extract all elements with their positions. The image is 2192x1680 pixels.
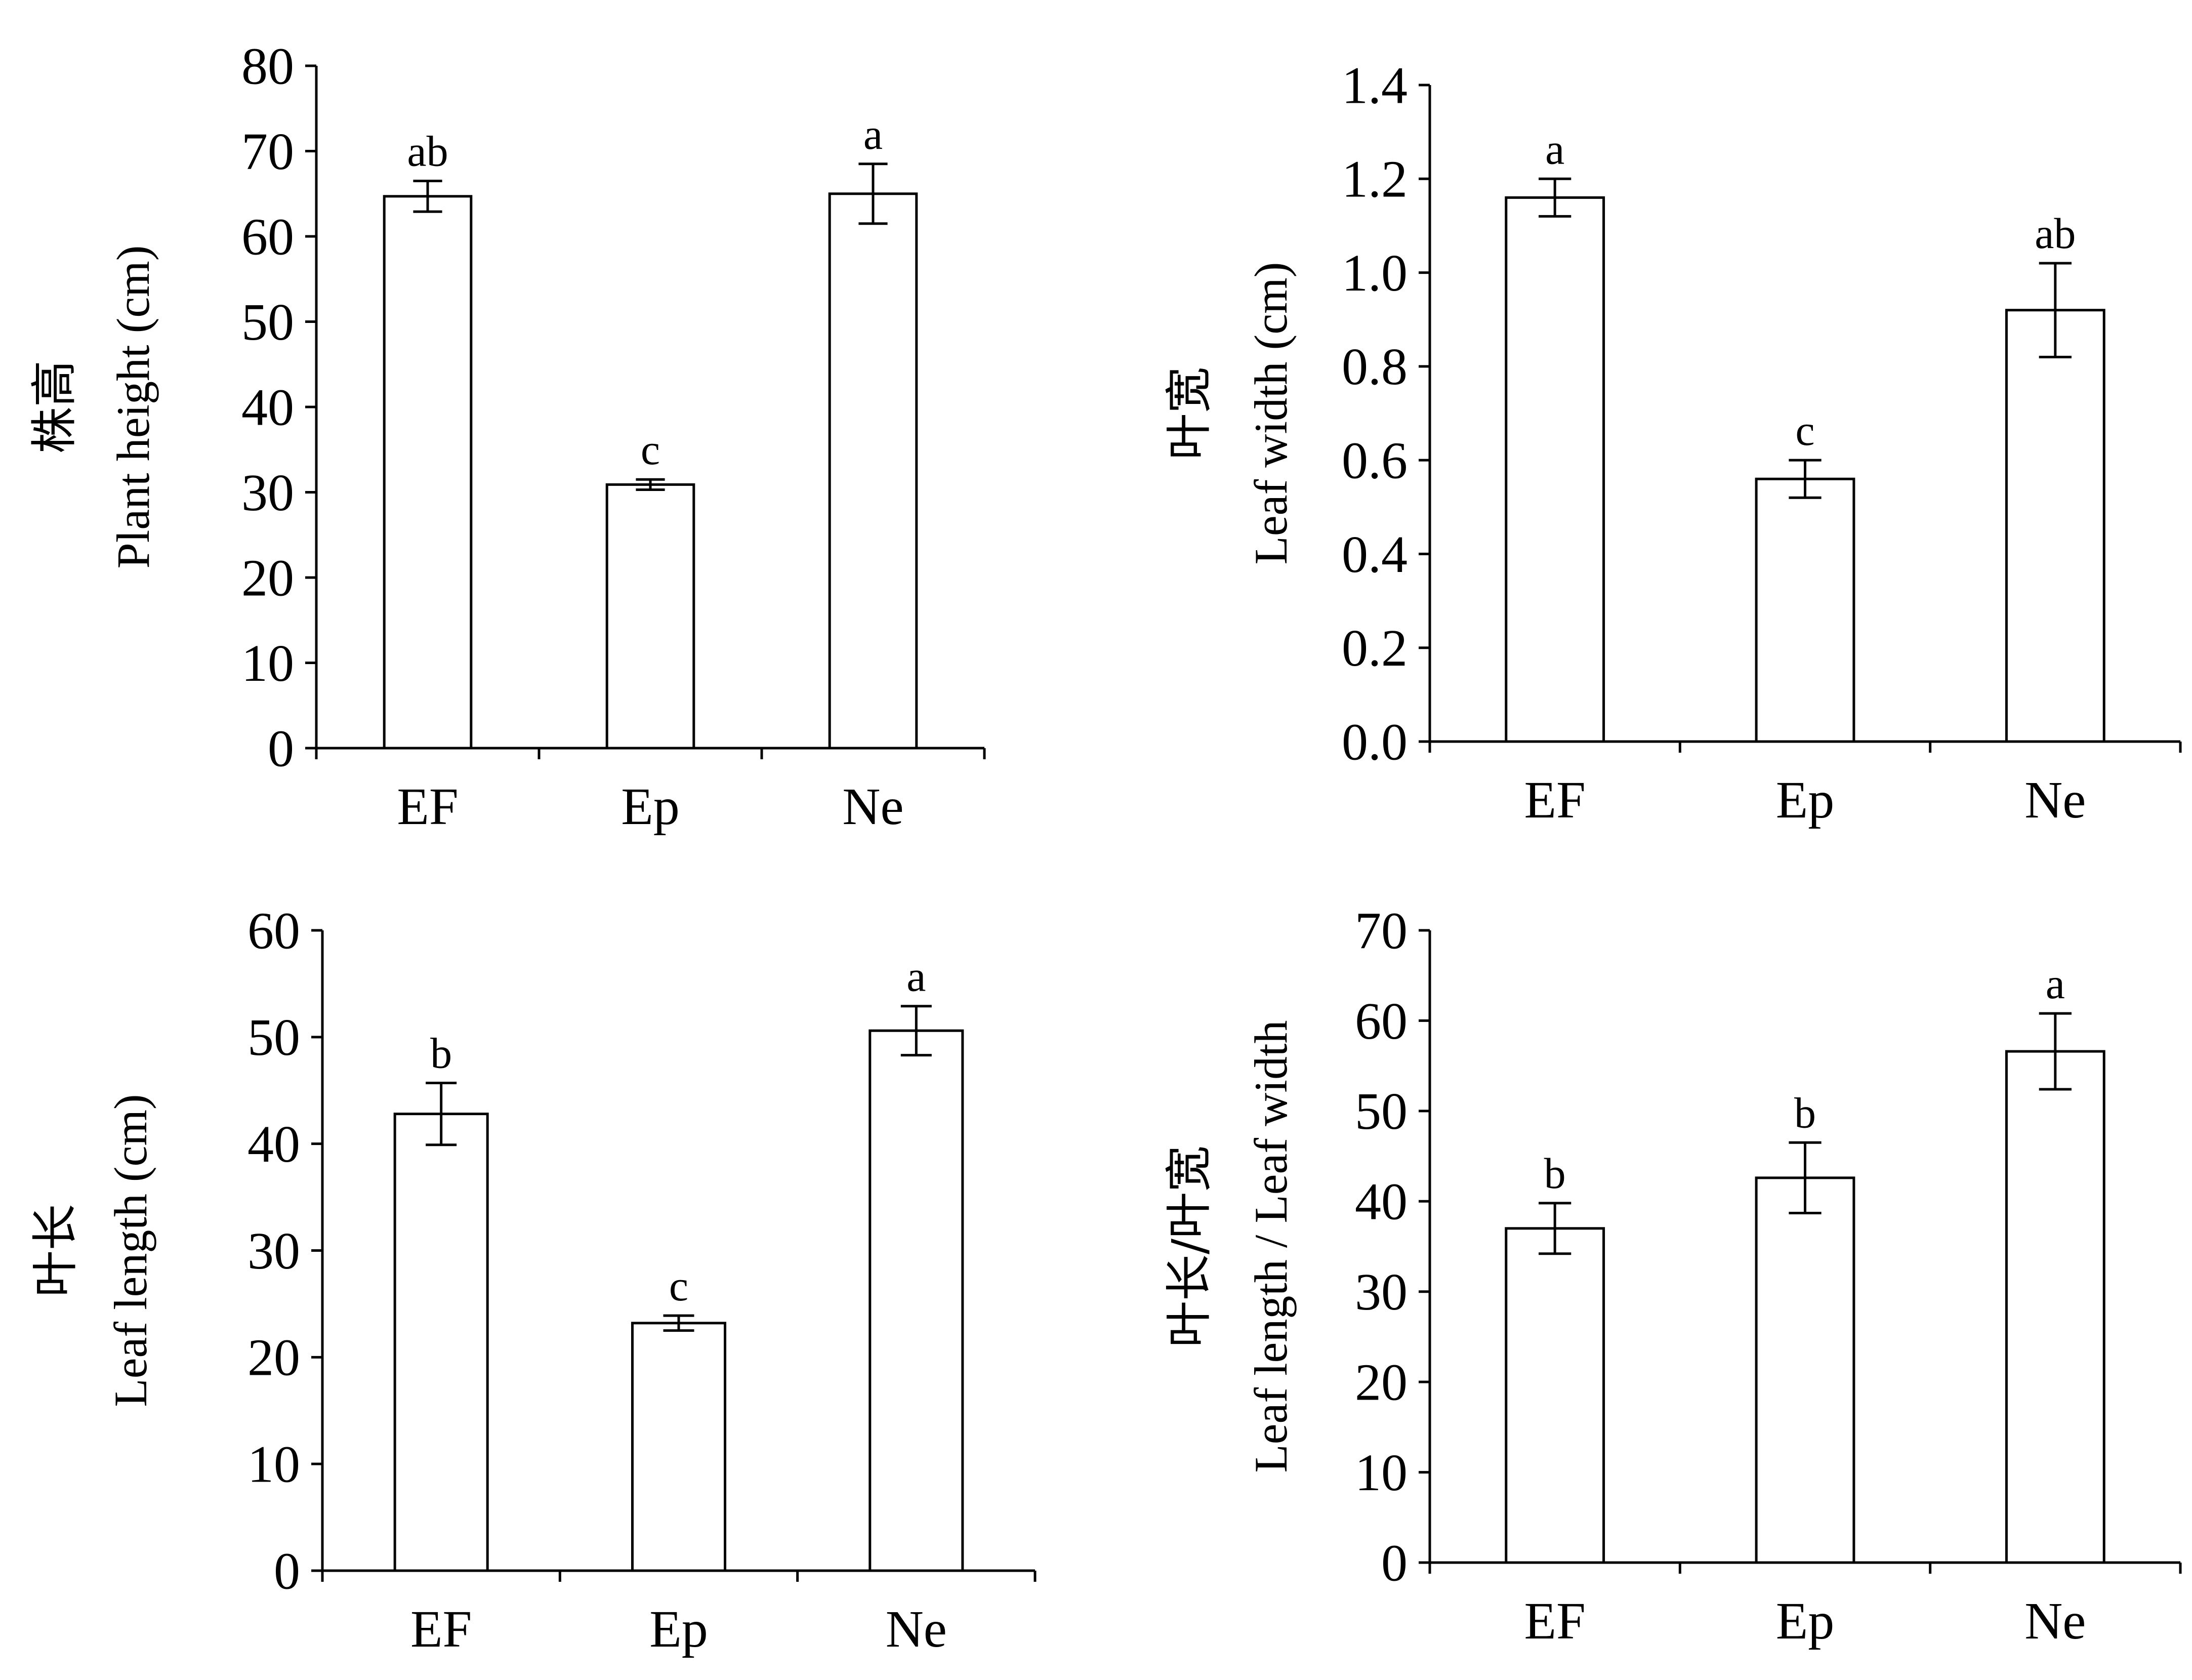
- significance-letter-Ep: b: [1794, 1088, 1816, 1137]
- bar-Ne: [868, 1029, 964, 1572]
- y-tick-label: 40: [241, 378, 294, 436]
- significance-letter-Ep: c: [669, 1261, 688, 1310]
- x-tick-label-EF: EF: [397, 777, 458, 836]
- y-tick-label: 0: [1381, 1534, 1408, 1592]
- significance-letter-Ep: c: [641, 425, 660, 474]
- y-tick-label: 20: [1355, 1354, 1408, 1412]
- significance-letter-Ne: a: [2046, 959, 2065, 1008]
- y-tick-label: 10: [241, 634, 294, 692]
- y-tick-label: 80: [241, 37, 294, 95]
- x-tick-label-EF: EF: [1524, 1592, 1585, 1650]
- y-tick-label: 0.6: [1342, 432, 1408, 490]
- significance-letter-EF: a: [1545, 125, 1564, 173]
- y-tick-label: 0.0: [1342, 713, 1408, 771]
- y-tick-label: 0.8: [1342, 338, 1408, 396]
- bar-Ne: [828, 192, 918, 750]
- y-tick-label: 20: [247, 1329, 300, 1387]
- bar-Ne: [2005, 1050, 2105, 1564]
- y-axis-label-cn: 叶宽: [1162, 366, 1216, 460]
- y-tick-label: 50: [1355, 1082, 1408, 1140]
- chart-panel-2: 0.0 0.2 0.4 0.6 0.8 1.0 1.2 1.4 a EF c Ep ab Ne 叶宽 Leaf…: [1162, 56, 2182, 829]
- y-tick-label: 40: [1355, 1173, 1408, 1231]
- significance-letter-Ne: a: [863, 110, 883, 158]
- x-tick-label-EF: EF: [410, 1600, 472, 1658]
- x-tick-label-Ne: Ne: [886, 1600, 947, 1658]
- y-tick-label: 1.2: [1342, 150, 1408, 209]
- y-tick-label: 40: [247, 1115, 300, 1173]
- x-tick-label-Ne: Ne: [2024, 771, 2086, 829]
- significance-letter-EF: ab: [407, 127, 448, 175]
- y-tick-label: 60: [1355, 992, 1408, 1050]
- chart-panel-1: 0 10 20 30 40 50 60 70 80 ab EF c Ep a Ne 株高 Plant heigh…: [27, 37, 986, 836]
- bar-Ep: [631, 1322, 727, 1572]
- y-tick-label: 30: [247, 1222, 300, 1280]
- chart-panel-3: 0 10 20 30 40 50 60 b EF c Ep a Ne 叶长 Leaf length (cm): [28, 902, 1037, 1658]
- y-tick-label: 50: [247, 1008, 300, 1067]
- y-tick-label: 30: [241, 464, 294, 522]
- bar-EF: [1505, 196, 1605, 743]
- x-tick-label-Ep: Ep: [649, 1600, 708, 1658]
- y-axis-label-cn: 株高: [27, 360, 81, 454]
- x-tick-label-EF: EF: [1524, 771, 1585, 829]
- significance-letter-EF: b: [1544, 1149, 1566, 1198]
- bar-EF: [1505, 1227, 1605, 1564]
- significance-letter-Ne: ab: [2035, 209, 2076, 258]
- y-tick-label: 60: [241, 208, 294, 266]
- y-tick-label: 1.0: [1342, 244, 1408, 302]
- y-tick-label: 0: [274, 1542, 300, 1600]
- y-axis-label: Leaf length / Leaf width: [1245, 1020, 1297, 1472]
- y-tick-label: 10: [1355, 1444, 1408, 1502]
- y-tick-label: 0: [268, 719, 294, 777]
- x-tick-label-Ne: Ne: [842, 777, 903, 836]
- bar-Ne: [2005, 309, 2105, 743]
- y-tick-label: 60: [247, 902, 300, 960]
- bar-EF: [393, 1113, 489, 1572]
- y-tick-label: 70: [1355, 902, 1408, 960]
- chart-panel-4: 0 10 20 30 40 50 60 70 b EF b Ep a Ne 叶长/叶宽 Leaf length…: [1162, 902, 2182, 1650]
- x-tick-label-Ep: Ep: [1776, 1592, 1835, 1650]
- y-tick-label: 30: [1355, 1263, 1408, 1321]
- y-tick-label: 0.2: [1342, 619, 1408, 677]
- y-tick-label: 20: [241, 549, 294, 607]
- y-axis-label-cn: 叶长: [28, 1204, 82, 1297]
- x-tick-label-Ne: Ne: [2024, 1592, 2086, 1650]
- bar-Ep: [605, 483, 695, 750]
- y-tick-label: 10: [247, 1436, 300, 1494]
- y-tick-label: 50: [241, 293, 294, 351]
- y-axis-label: Leaf length (cm): [105, 1094, 156, 1407]
- x-tick-label-Ep: Ep: [1776, 771, 1835, 829]
- significance-letter-Ne: a: [906, 952, 926, 1001]
- bar-Ep: [1755, 1176, 1855, 1564]
- significance-letter-Ep: c: [1795, 406, 1814, 455]
- y-axis-label: Plant height (cm): [107, 245, 159, 569]
- y-tick-label: 70: [241, 122, 294, 181]
- y-axis-label-cn: 叶长/叶宽: [1162, 1145, 1216, 1347]
- bar-Ep: [1755, 477, 1855, 743]
- bar-EF: [383, 195, 473, 750]
- x-tick-label-Ep: Ep: [621, 777, 680, 836]
- y-tick-label: 0.4: [1342, 525, 1408, 584]
- y-axis-label: Leaf width (cm): [1245, 262, 1297, 565]
- y-tick-label: 1.4: [1342, 56, 1408, 114]
- significance-letter-EF: b: [430, 1029, 452, 1077]
